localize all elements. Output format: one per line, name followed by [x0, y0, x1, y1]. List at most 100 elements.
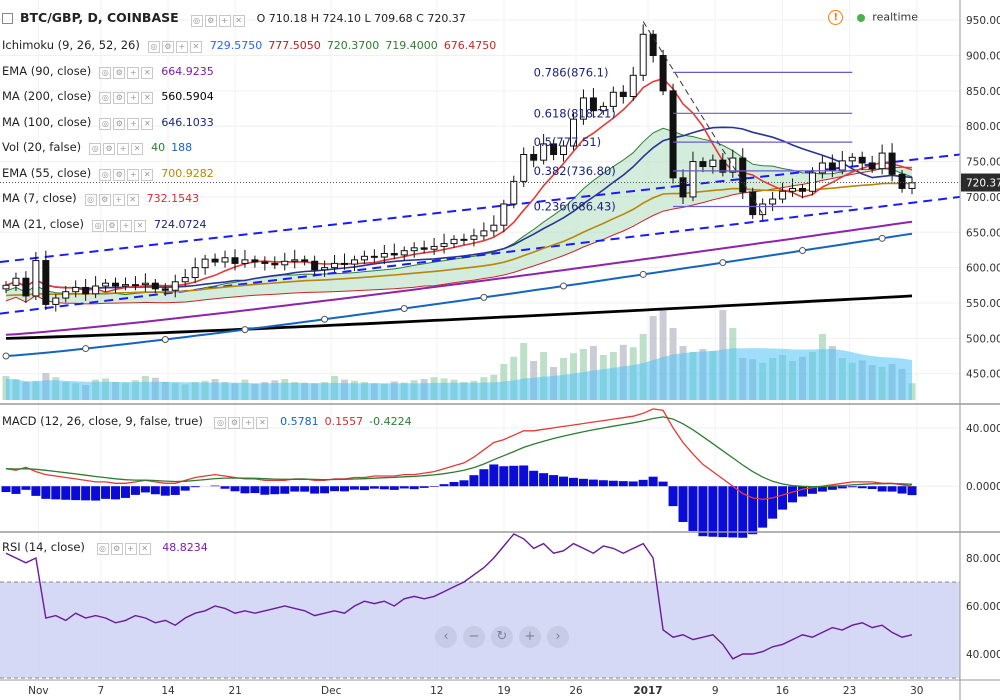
zoom-in-button[interactable]: +	[519, 626, 541, 648]
time-tick-label: 30	[910, 685, 923, 697]
macd-histogram-bar	[349, 486, 359, 490]
candle-body	[709, 159, 717, 168]
candle-body	[818, 162, 826, 174]
macd-histogram-bar	[728, 486, 738, 538]
candle-body	[281, 260, 289, 266]
candle-body	[679, 177, 687, 198]
candle-body	[191, 267, 199, 279]
ma100-marker	[82, 345, 90, 353]
candle-body	[450, 238, 458, 245]
macd-histogram-bar	[608, 480, 618, 487]
macd-histogram-bar	[847, 486, 857, 488]
candle-body	[72, 286, 80, 293]
macd-tick-label: 0.0000	[966, 481, 1000, 493]
candle-body	[629, 74, 637, 98]
time-tick-label: 12	[430, 685, 443, 697]
candle-body	[2, 284, 10, 290]
candle-body	[739, 157, 747, 193]
ma100-marker	[400, 304, 408, 312]
macd-histogram-bar	[429, 486, 439, 487]
time-tick-label: 7	[97, 685, 104, 697]
reset-button[interactable]: ↻	[491, 626, 513, 648]
last-price-label: 720.37	[966, 178, 1000, 190]
macd-histogram-bar	[290, 486, 300, 492]
macd-histogram-bar	[509, 465, 519, 487]
macd-histogram-bar	[688, 486, 698, 531]
ma100-marker	[2, 352, 10, 360]
ma100-marker	[161, 335, 169, 343]
macd-histogram-bar	[439, 484, 449, 487]
scroll-right-button[interactable]: ›	[547, 626, 569, 648]
macd-histogram-bar	[678, 486, 688, 522]
candle-body	[659, 55, 667, 92]
candle-body	[888, 152, 896, 175]
macd-histogram-bar	[758, 486, 768, 528]
macd-histogram-bar	[409, 486, 419, 490]
ma100-marker	[480, 293, 488, 301]
macd-histogram-bar	[71, 486, 81, 501]
fib-trendline	[642, 21, 764, 215]
ma100-marker	[719, 259, 727, 267]
macd-histogram-bar	[1, 486, 11, 493]
candle-body	[669, 90, 677, 179]
macd-histogram-bar	[240, 486, 250, 494]
candle-body	[42, 260, 50, 305]
scroll-left-button[interactable]: ‹	[435, 626, 457, 648]
macd-histogram-bar	[220, 486, 230, 489]
macd-histogram-bar	[190, 486, 200, 488]
candle-body	[430, 245, 438, 250]
macd-histogram-bar	[529, 470, 539, 487]
macd-histogram-bar	[230, 486, 240, 492]
candle-body	[331, 262, 339, 269]
candle-body	[769, 198, 777, 205]
macd-histogram-bar	[419, 486, 429, 488]
zoom-out-button[interactable]: −	[463, 626, 485, 648]
price-tick-label: 800.0000	[966, 121, 1000, 133]
macd-histogram-bar	[449, 482, 459, 487]
macd-histogram-bar	[359, 486, 369, 491]
candle-body	[311, 260, 319, 271]
candle-body	[729, 157, 737, 173]
candle-body	[530, 154, 538, 161]
candle-body	[400, 250, 408, 256]
macd-histogram-bar	[877, 486, 887, 492]
fib-level-label: 0.236(686.43)	[534, 200, 616, 214]
time-tick-label: 14	[161, 685, 175, 697]
candle-body	[181, 277, 189, 283]
fib-level-label: 0.5(777.51)	[534, 135, 602, 149]
macd-histogram-bar	[81, 486, 91, 501]
candle-body	[828, 162, 836, 171]
candle-body	[560, 145, 568, 155]
macd-histogram-bar	[598, 480, 608, 487]
volume-bar	[649, 316, 657, 400]
macd-signal-line	[5, 416, 913, 488]
candle-body	[12, 277, 20, 286]
price-tick-label: 650.0000	[966, 227, 1000, 239]
macd-histogram-bar	[559, 476, 569, 487]
candle-body	[689, 161, 697, 198]
candle-body	[161, 288, 169, 291]
macd-histogram-bar	[708, 486, 718, 537]
macd-histogram-bar	[140, 486, 150, 493]
macd-histogram-bar	[250, 486, 260, 494]
macd-histogram-bar	[788, 486, 798, 503]
price-tick-label: 550.0000	[966, 298, 1000, 310]
candle-body	[251, 259, 259, 263]
candle-body	[789, 187, 797, 192]
macd-histogram-bar	[907, 486, 917, 496]
price-tick-label: 450.0000	[966, 369, 1000, 381]
rsi-line	[5, 533, 913, 660]
macd-histogram-bar	[330, 486, 340, 492]
candle-body	[360, 255, 368, 261]
macd-histogram-bar	[797, 486, 807, 497]
candle-body	[32, 260, 40, 297]
time-tick-label: 23	[843, 685, 856, 697]
candle-body	[410, 247, 418, 252]
macd-histogram-bar	[837, 486, 847, 489]
ma100-marker	[639, 270, 647, 278]
time-tick-label: 9	[712, 685, 719, 697]
candle-body	[102, 282, 110, 287]
macd-histogram-bar	[130, 486, 140, 495]
candle-body	[131, 284, 139, 287]
